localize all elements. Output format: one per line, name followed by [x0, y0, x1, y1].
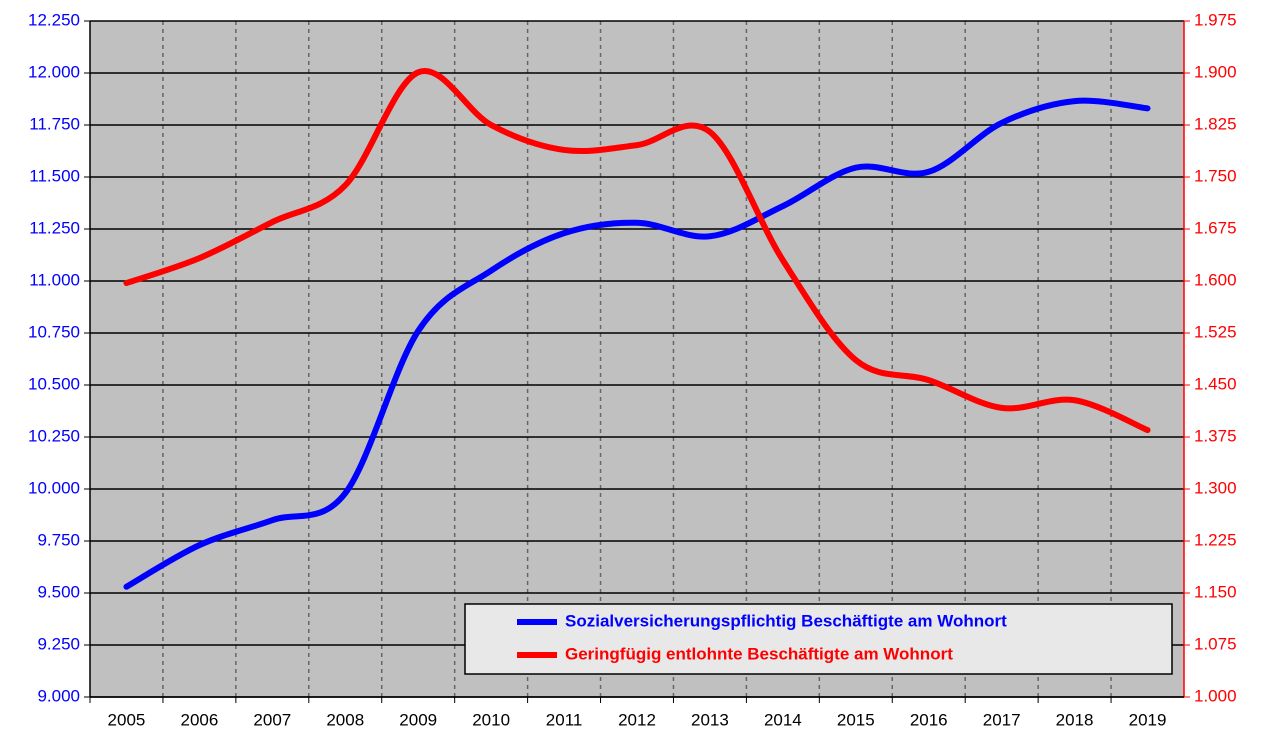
y-tick-label: 9.000 — [37, 686, 80, 705]
plot-area — [90, 21, 1184, 697]
y-tick-label: 12.250 — [28, 10, 80, 29]
y2-tick-label: 1.000 — [1194, 686, 1237, 705]
x-tick-label: 2016 — [910, 710, 948, 729]
x-tick-label: 2014 — [764, 710, 802, 729]
x-tick-label: 2018 — [1056, 710, 1094, 729]
series-line — [123, 68, 1151, 434]
y-tick-label: 9.250 — [37, 634, 80, 653]
y2-tick-label: 1.975 — [1194, 10, 1237, 29]
y-tick-label: 11.750 — [29, 114, 80, 133]
x-tick-label: 2013 — [691, 710, 729, 729]
x-tick-label: 2011 — [546, 710, 583, 729]
x-tick-label: 2006 — [180, 710, 218, 729]
y-tick-label: 9.750 — [37, 530, 80, 549]
y2-tick-label: 1.075 — [1194, 634, 1237, 653]
y-tick-label: 10.000 — [28, 478, 80, 497]
y-tick-label: 10.500 — [28, 374, 80, 393]
y-tick-label: 10.750 — [28, 322, 80, 341]
y2-tick-label: 1.750 — [1194, 166, 1237, 185]
y2-tick-label: 1.900 — [1194, 62, 1237, 81]
y2-tick-label: 1.600 — [1194, 270, 1237, 289]
x-tick-label: 2017 — [983, 710, 1021, 729]
x-tick-label: 2007 — [253, 710, 291, 729]
y-tick-label: 12.000 — [28, 62, 80, 81]
x-tick-label: 2008 — [326, 710, 364, 729]
y2-tick-label: 1.150 — [1194, 582, 1237, 601]
legend-box — [464, 603, 1173, 675]
y2-tick-label: 1.375 — [1194, 426, 1237, 445]
legend-label: Geringfügig entlohnte Beschäftigte am Wo… — [565, 644, 953, 663]
y2-tick-label: 1.450 — [1194, 374, 1237, 393]
y2-tick-label: 1.525 — [1194, 322, 1237, 341]
y-tick-label: 9.500 — [37, 582, 80, 601]
x-tick-label: 2012 — [618, 710, 656, 729]
y-tick-label: 10.250 — [28, 426, 80, 445]
x-tick-label: 2005 — [108, 710, 146, 729]
legend-label: Sozialversicherungspflichtig Beschäftigt… — [565, 611, 1007, 630]
x-tick-label: 2015 — [837, 710, 875, 729]
x-tick-label: 2010 — [472, 710, 510, 729]
y2-tick-label: 1.225 — [1194, 530, 1237, 549]
y-tick-label: 11.500 — [29, 166, 80, 185]
y-tick-label: 11.250 — [29, 218, 80, 237]
x-tick-label: 2009 — [399, 710, 437, 729]
series-line — [123, 97, 1151, 590]
y2-tick-label: 1.825 — [1194, 114, 1237, 133]
y-tick-label: 11.000 — [29, 270, 80, 289]
x-tick-label: 2019 — [1129, 710, 1167, 729]
y2-tick-label: 1.300 — [1194, 478, 1237, 497]
y2-tick-label: 1.675 — [1194, 218, 1237, 237]
